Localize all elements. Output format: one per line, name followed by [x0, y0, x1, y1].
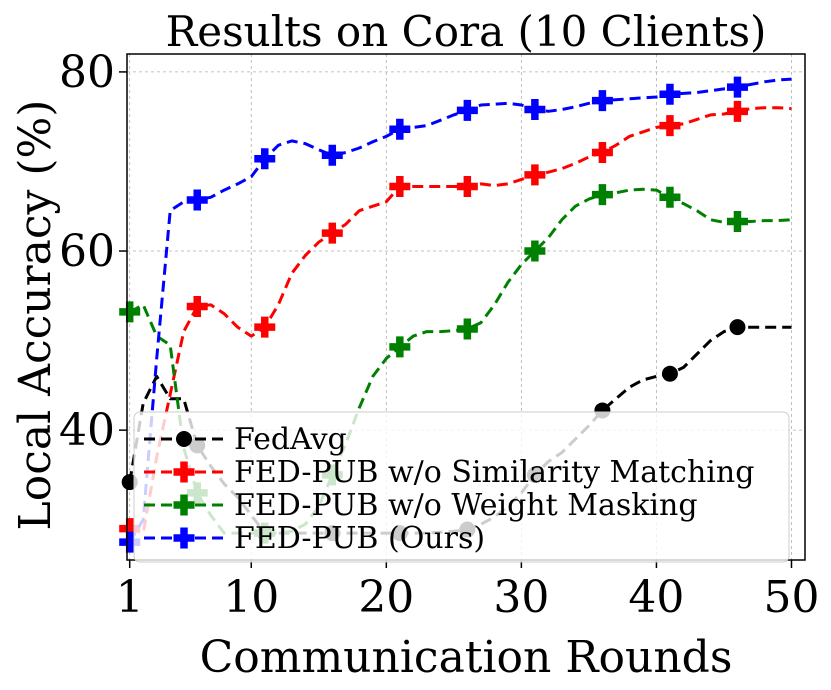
legend-entry: FedAvg — [144, 422, 347, 457]
legend-label: FED-PUB (Ours) — [234, 521, 485, 556]
data-point — [389, 118, 411, 140]
data-point — [591, 90, 613, 112]
data-point — [119, 531, 141, 553]
chart-title: Results on Cora (10 Clients) — [166, 7, 767, 56]
series-2 — [119, 100, 792, 540]
y-axis-label: Local Accuracy (%) — [10, 100, 61, 531]
legend-entry: FED-PUB w/o Weight Masking — [144, 488, 698, 523]
legend-marker — [173, 527, 195, 549]
series-line — [128, 77, 792, 543]
data-point — [726, 210, 748, 232]
data-point — [254, 148, 276, 170]
data-point — [726, 100, 748, 122]
data-point — [661, 365, 678, 382]
data-point — [389, 336, 411, 358]
x-tick-label: 30 — [493, 572, 549, 623]
data-point — [119, 518, 141, 540]
data-point — [524, 164, 546, 186]
data-point — [186, 189, 208, 211]
legend-entry: FED-PUB w/o Similarity Matching — [144, 455, 754, 490]
data-point — [524, 99, 546, 121]
legend-marker — [173, 494, 195, 516]
data-point — [186, 296, 208, 318]
data-point — [726, 76, 748, 98]
y-tick-label: 40 — [59, 405, 115, 456]
y-tick-label: 80 — [59, 47, 115, 98]
data-point — [456, 176, 478, 198]
x-axis-label: Communication Rounds — [200, 632, 733, 683]
series-line — [129, 106, 792, 535]
series-4 — [119, 76, 792, 553]
x-tick-label: 40 — [628, 572, 684, 623]
y-tick-label: 60 — [59, 226, 115, 277]
data-point — [321, 144, 343, 166]
data-point — [591, 184, 613, 206]
legend-marker — [176, 431, 192, 447]
axis-ticks: 1 10 20 30 40 50 40 60 80 — [59, 47, 819, 623]
data-point — [456, 318, 478, 340]
legend-label: FED-PUB w/o Similarity Matching — [234, 455, 754, 490]
data-point — [254, 316, 276, 338]
data-point — [659, 186, 681, 208]
legend-label: FedAvg — [234, 422, 347, 457]
x-tick-label: 50 — [763, 572, 819, 623]
series-line — [128, 325, 792, 535]
x-tick-label: 10 — [223, 572, 279, 623]
data-point — [456, 99, 478, 121]
data-point — [591, 142, 613, 164]
x-tick-label: 20 — [358, 572, 414, 623]
data-point — [321, 222, 343, 244]
x-tick-label: 1 — [116, 572, 144, 623]
legend-marker — [173, 461, 195, 483]
data-point — [659, 83, 681, 105]
data-point — [524, 240, 546, 262]
legend-entry: FED-PUB (Ours) — [144, 521, 485, 556]
legend-box — [133, 411, 790, 563]
data-point — [119, 301, 141, 323]
data-point — [729, 319, 746, 336]
legend-label: FED-PUB w/o Weight Masking — [234, 488, 698, 523]
data-point — [659, 115, 681, 137]
data-point — [389, 176, 411, 198]
